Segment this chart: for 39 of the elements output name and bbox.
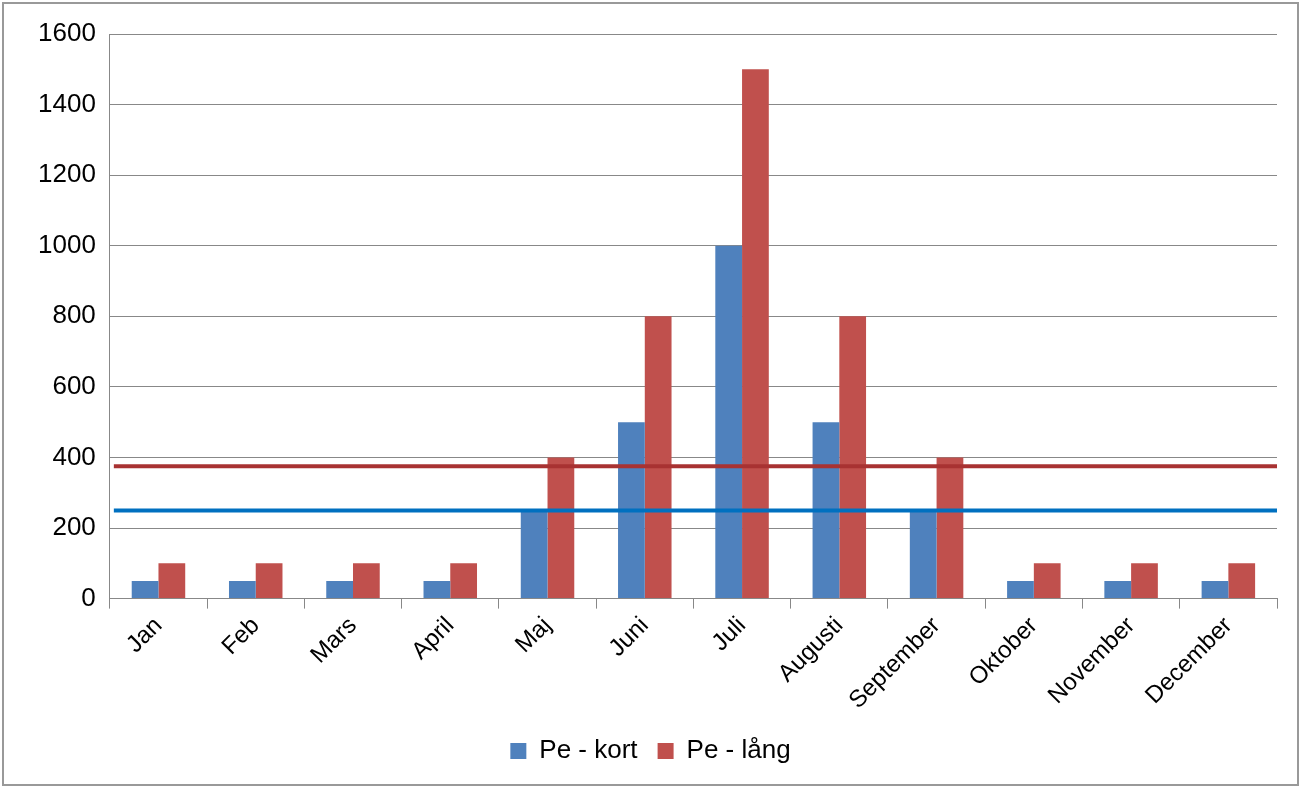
x-tick-label: Feb bbox=[215, 610, 264, 660]
y-tick-label: 1200 bbox=[38, 158, 96, 189]
x-tick-label: Juli bbox=[705, 610, 751, 656]
bar bbox=[255, 563, 283, 599]
y-tick-label: 400 bbox=[52, 440, 96, 471]
bar bbox=[423, 580, 451, 599]
bar bbox=[1033, 563, 1061, 599]
bar bbox=[742, 69, 769, 599]
bar bbox=[520, 510, 548, 599]
y-tick-label: 0 bbox=[81, 581, 96, 612]
bar bbox=[450, 563, 478, 599]
bar bbox=[228, 580, 256, 599]
bar bbox=[158, 563, 186, 599]
bar bbox=[936, 457, 964, 599]
bar bbox=[644, 316, 672, 599]
y-tick-label: 200 bbox=[52, 511, 96, 542]
bar bbox=[839, 316, 867, 599]
y-tick-label: 1600 bbox=[38, 17, 96, 48]
legend-label: Pe - lång bbox=[686, 734, 791, 765]
bar bbox=[715, 245, 743, 599]
y-tick-label: 600 bbox=[52, 370, 96, 401]
y-tick-label: 1000 bbox=[38, 228, 96, 259]
y-tick-label: 800 bbox=[52, 299, 96, 330]
bar bbox=[1228, 563, 1256, 599]
x-tick-label: Maj bbox=[509, 610, 556, 658]
bar bbox=[131, 580, 159, 599]
x-tick-label: Jan bbox=[120, 610, 167, 658]
bar bbox=[1104, 580, 1132, 599]
legend-label: Pe - kort bbox=[539, 734, 639, 765]
bar bbox=[618, 422, 645, 599]
bar bbox=[1007, 580, 1034, 599]
bar bbox=[812, 422, 840, 599]
y-tick-label: 1400 bbox=[38, 87, 96, 118]
bar bbox=[1201, 580, 1229, 599]
bar bbox=[353, 563, 380, 599]
bar bbox=[1131, 563, 1158, 599]
bar bbox=[547, 457, 575, 599]
bar bbox=[909, 510, 937, 599]
bar bbox=[326, 580, 353, 599]
